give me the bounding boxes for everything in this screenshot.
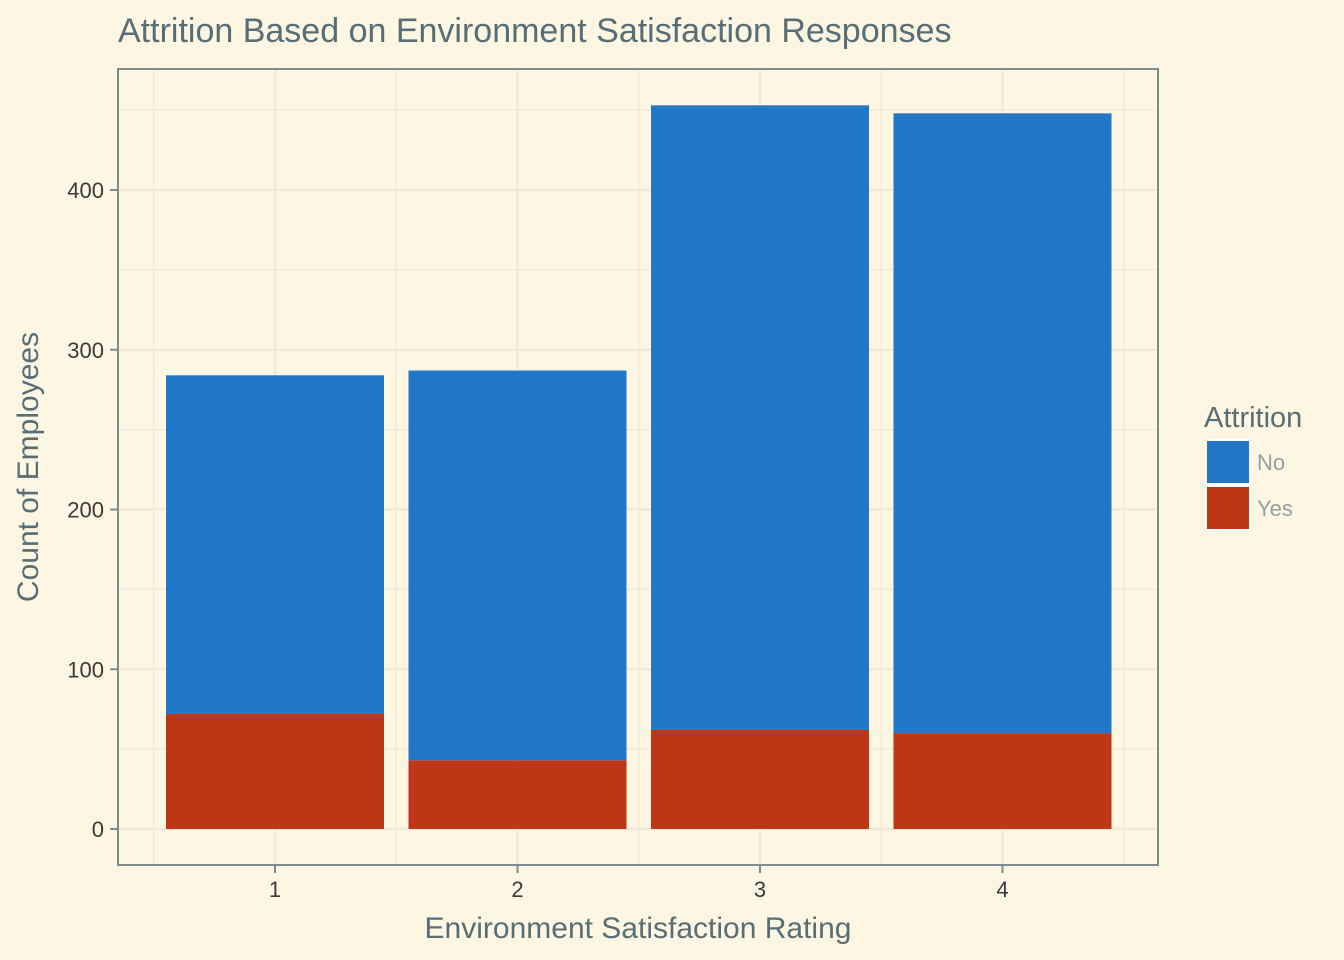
- legend-title: Attrition: [1204, 402, 1302, 434]
- y-tick-label: 100: [67, 657, 104, 682]
- legend-items: No Yes: [1206, 440, 1293, 530]
- chart-title: Attrition Based on Environment Satisfact…: [118, 12, 951, 50]
- x-tick-label: 2: [511, 877, 523, 902]
- y-tick-label: 400: [67, 178, 104, 203]
- y-tick-label: 300: [67, 338, 104, 363]
- y-tick-label: 200: [67, 498, 104, 523]
- x-axis-title: Environment Satisfaction Rating: [425, 912, 852, 945]
- bar-yes-2: [409, 760, 627, 829]
- legend-label-no: No: [1257, 450, 1285, 475]
- bar-yes-1: [166, 714, 384, 829]
- bar-no-3: [651, 105, 869, 730]
- bar-yes-3: [651, 730, 869, 829]
- x-tick-label: 4: [996, 877, 1008, 902]
- y-axis-title: Count of Employees: [12, 332, 45, 602]
- legend-label-yes: Yes: [1257, 496, 1293, 521]
- legend-key-yes: [1206, 486, 1250, 530]
- y-tick-label: 0: [92, 817, 104, 842]
- legend: Attrition No Yes: [1204, 402, 1302, 530]
- bar-no-4: [894, 113, 1112, 733]
- bar-no-1: [166, 375, 384, 714]
- x-tick-label: 1: [269, 877, 281, 902]
- bar-no-2: [409, 371, 627, 761]
- bar-yes-4: [894, 733, 1112, 829]
- x-tick-label: 3: [754, 877, 766, 902]
- legend-key-no: [1206, 440, 1250, 484]
